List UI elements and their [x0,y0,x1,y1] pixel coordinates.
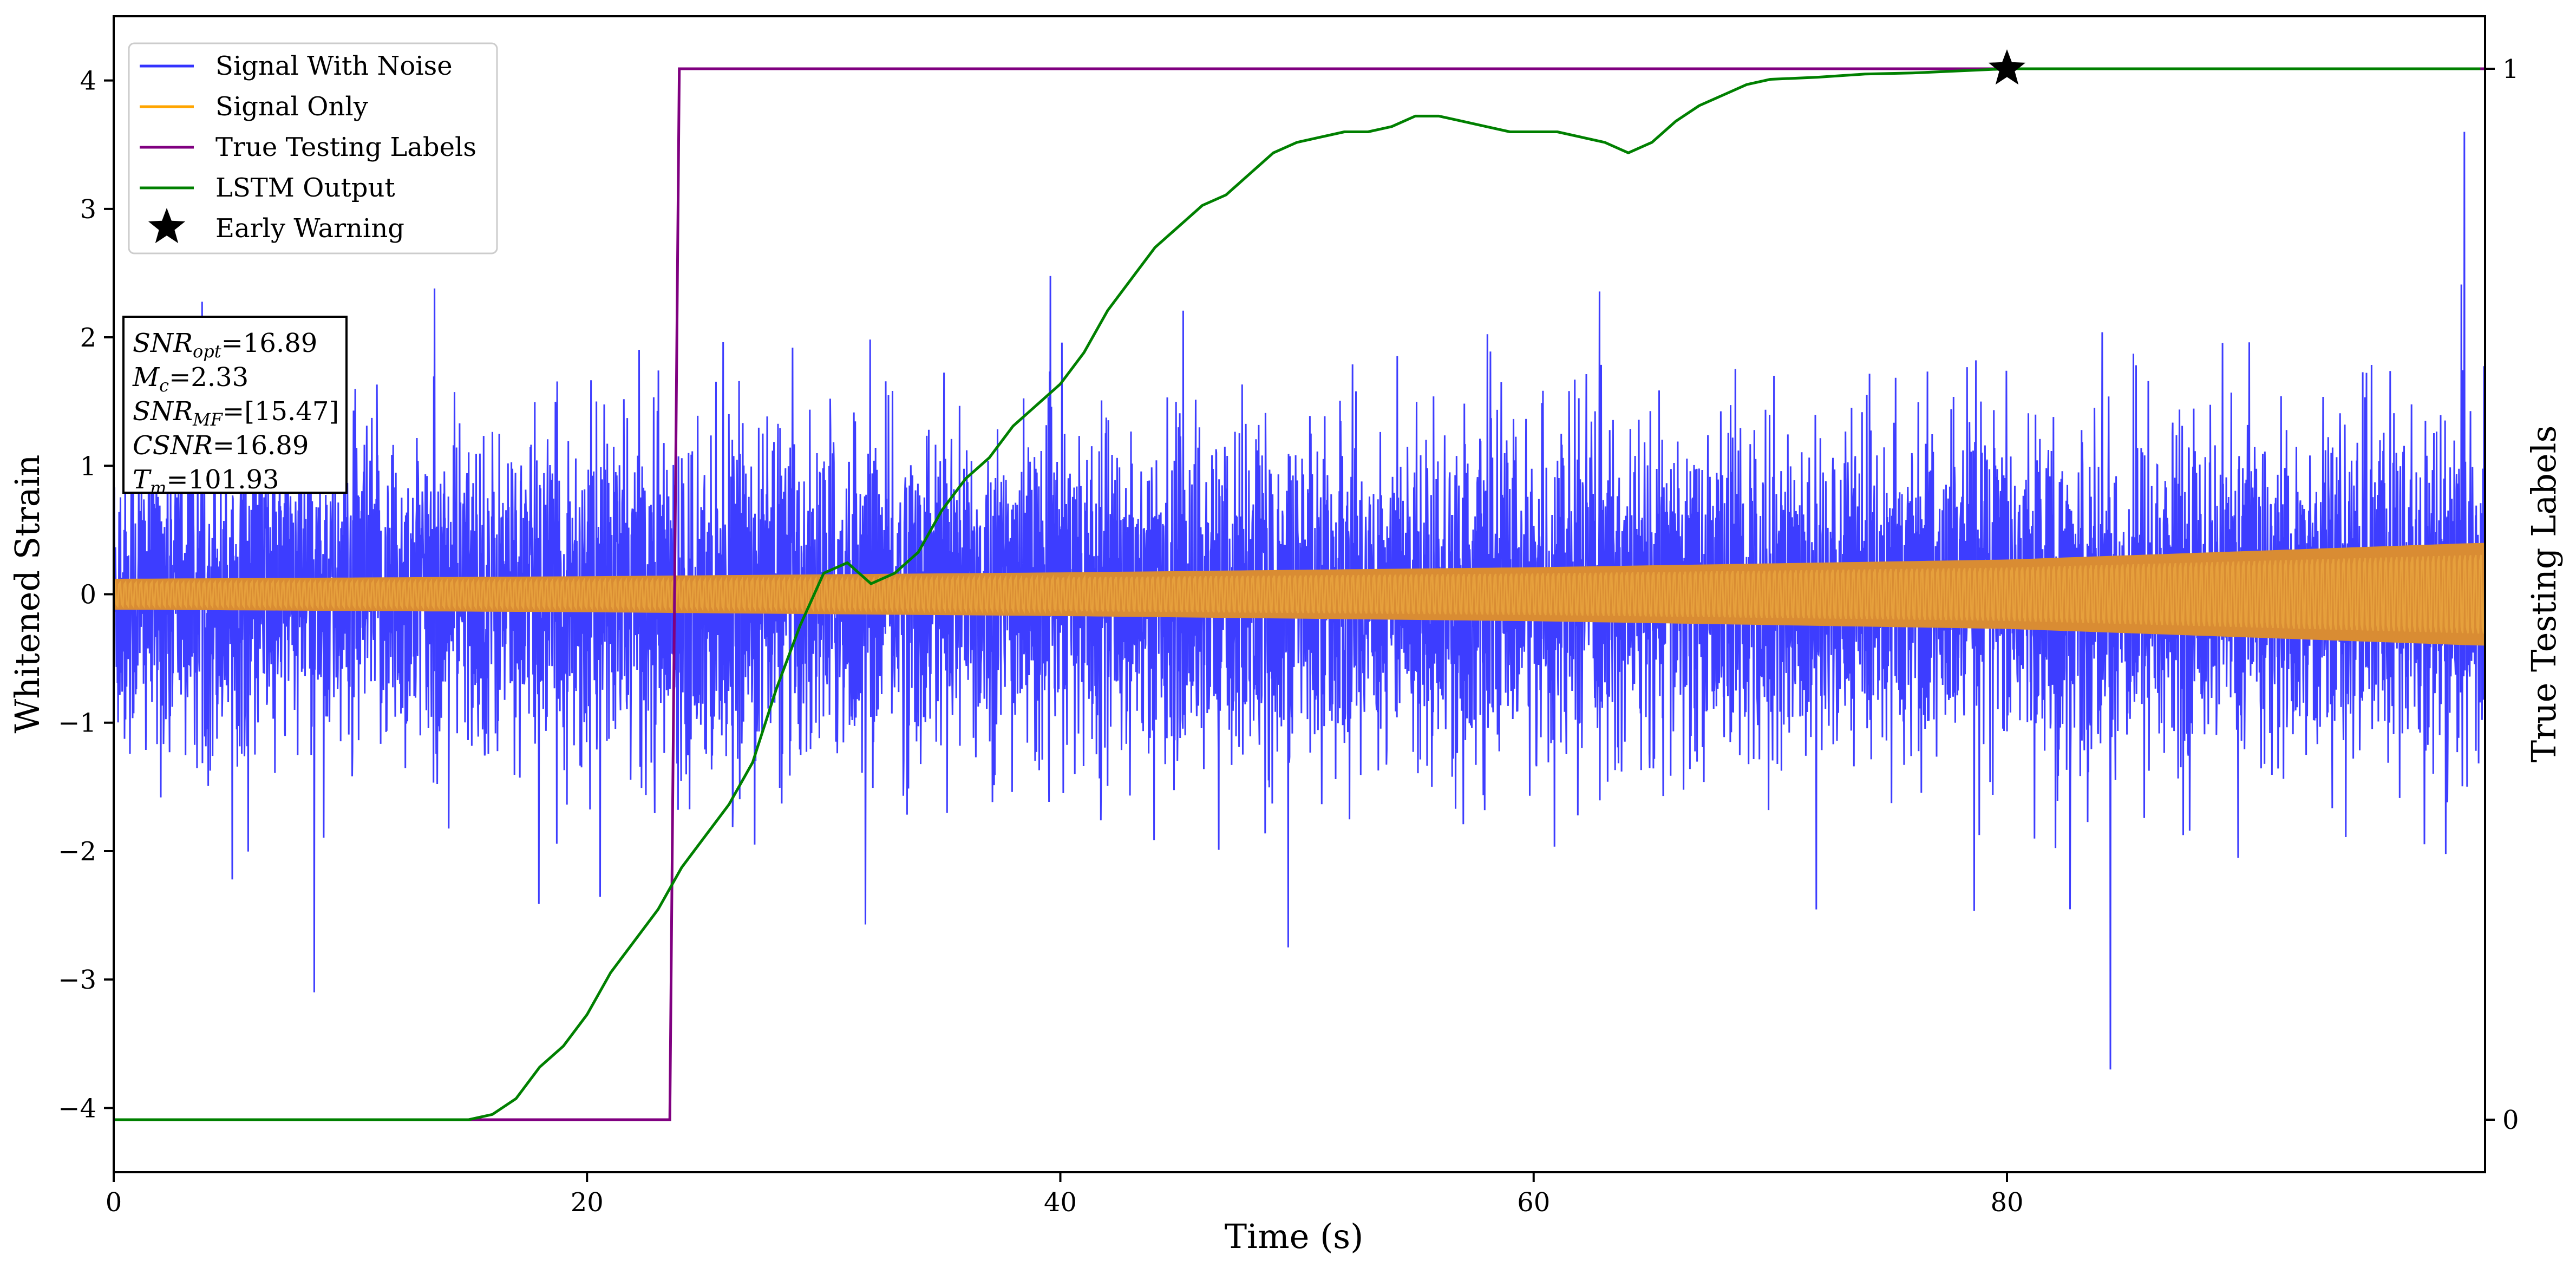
y-tick-label: 2 [80,323,96,353]
x-axis-label: Time (s) [1225,1217,1364,1256]
info-box-line: Tm=101.93 [133,465,279,498]
legend-label-lstm-output: LSTM Output [215,173,395,203]
y-tick-label: −3 [58,965,96,995]
legend-label-signal-with-noise: Signal With Noise [215,51,453,81]
legend-label-true-testing-labels: True Testing Labels [215,132,476,162]
info-box-frame [122,316,348,494]
y-tick-label: 4 [80,66,96,96]
lstm-output-line [114,67,2481,1121]
y-tick-label: 1 [80,451,96,481]
y-tick-label: 3 [80,194,96,225]
y-right-tick-label: 0 [2502,1105,2519,1135]
info-box-line: SNRMF=[15.47] [133,396,339,430]
early-warning-star [1988,49,2026,85]
legend-box [128,42,498,254]
legend: Signal With Noise Signal Only True Testi… [128,42,498,254]
legend-label-signal-only: Signal Only [215,92,368,122]
y-tick-label: 0 [80,580,96,610]
plot-area [114,67,2485,1121]
legend-label-early-warning: Early Warning [215,213,404,244]
info-box-line: SNRopt=16.89 [133,328,317,362]
y-tick-label: −4 [58,1093,96,1123]
signal-only-line [114,554,2485,634]
info-box-line: CSNR=16.89 [133,430,309,461]
info-box-line: Mc=2.33 [132,362,249,396]
x-tick-label: 40 [1044,1187,1077,1218]
lstm-output-series [114,67,2481,1121]
info-box: SNRopt=16.89Mc=2.33SNRMF=[15.47]CSNR=16.… [122,316,348,498]
early-warning-marker-layer [1988,49,2026,85]
signal-only-series [114,543,2485,646]
x-axis: 0 20 40 60 80 [106,1172,2024,1218]
legend-star-icon [148,208,186,244]
x-tick-label: 20 [571,1187,604,1218]
y-right-tick-label: 1 [2502,54,2519,84]
y-axis-label-left: Whitened Strain [8,455,47,734]
x-tick-label: 0 [106,1187,122,1218]
y-axis-right: 01 [2485,54,2519,1135]
x-tick-label: 80 [1990,1187,2023,1218]
y-axis-label-right: True Testing Labels [2524,426,2564,763]
x-tick-label: 60 [1517,1187,1550,1218]
y-tick-label: −2 [58,837,96,867]
y-tick-label: −1 [58,708,96,739]
y-axis-left: −4 −3 −2 −1 0 1 2 3 4 [58,66,114,1123]
